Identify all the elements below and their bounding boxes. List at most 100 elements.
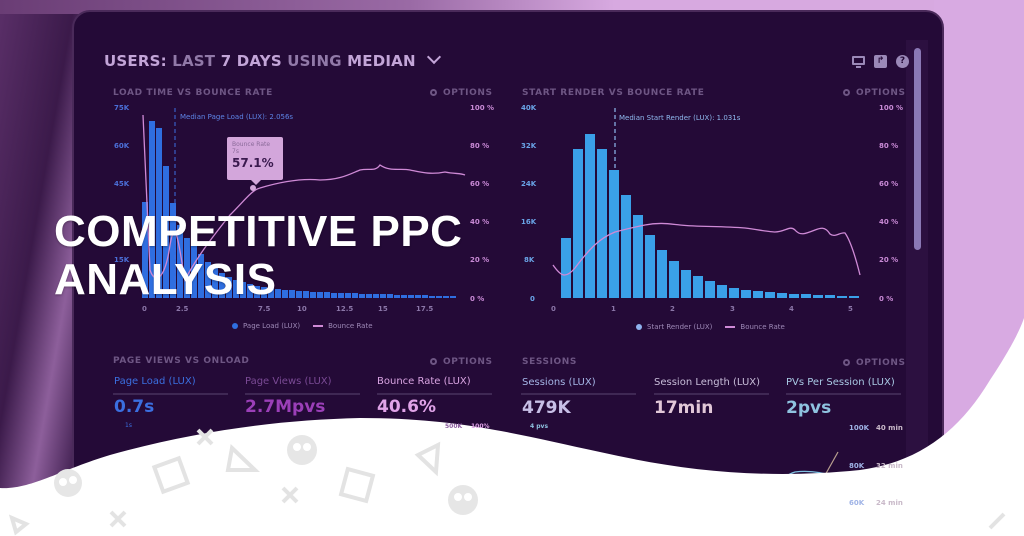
y2-tick: 0 % [879,295,894,303]
y-tick: 75K [114,104,130,112]
gear-icon [843,359,850,366]
help-icon[interactable]: ? [896,55,909,68]
y-tick: 40K [521,104,537,112]
y-tick: 32K [521,142,537,150]
kpi-label-sessions: Sessions (LUX) [522,377,596,388]
tooltip-label: Bounce Rate [232,141,271,148]
y-tick: 15K [114,256,130,264]
banner-title: COMPETITIVE PPC ANALYSIS [54,208,462,304]
legend-series1[interactable]: Page Load (LUX) [243,322,301,330]
y2-tick: 24 min [876,499,903,507]
header-metric-dropdown[interactable]: MEDIAN [347,52,416,70]
y2-tick: 40 min [876,424,903,432]
options-label: OPTIONS [443,357,493,367]
toolbar-icons: ↱ ? [852,55,909,68]
gear-icon [843,89,850,96]
kpi-value-sessions: 479K [522,398,571,418]
chart-tooltip: Bounce Rate 7s 57.1% [227,137,283,185]
kpi-value-page-load: 0.7s [114,397,155,417]
legend-dot-icon [232,323,238,329]
x-tick: 7.5 [258,305,271,313]
legend-series2[interactable]: Bounce Rate [328,322,373,330]
x-tick: 12.5 [336,305,354,313]
gear-icon [430,89,437,96]
load-time-bars [142,121,456,298]
y2-tick: 20 % [879,256,899,264]
options-button-load-time[interactable]: OPTIONS [430,88,493,98]
options-button-sessions[interactable]: OPTIONS [843,358,906,368]
y-tick: 16K [521,218,537,226]
scroll-track [906,40,928,536]
mascot-icons [54,435,478,515]
y-tick: 45K [114,180,130,188]
options-button-page-views[interactable]: OPTIONS [430,357,493,367]
x-tick: 2.5 [176,305,189,313]
kpi-value-page-views: 2.7Mpvs [245,397,326,417]
tooltip-anchor-dot [250,185,256,191]
panel-title-start-render: START RENDER VS BOUNCE RATE [522,88,705,98]
y2-tick: 100 % [470,104,495,112]
x-tick: 0 [551,305,556,313]
legend-series1[interactable]: Start Render (LUX) [647,323,713,331]
share-icon[interactable]: ↱ [874,55,887,68]
header-prefix: USERS: [104,52,167,70]
y-tick: 80K [849,462,865,470]
y2-tick: 40 % [879,218,899,226]
x-tick: 0 [142,305,147,313]
kpi-label-pvs-per-session: PVs Per Session (LUX) [786,377,895,388]
panel-title-page-views: PAGE VIEWS VS ONLOAD [113,356,250,366]
header-using: USING [287,52,342,70]
legend-dot-icon [636,324,642,330]
x-tick: 1 [611,305,616,313]
y2-tick: 40 % [470,218,490,226]
panel-title-sessions: SESSIONS [522,357,578,367]
kpi-value-bounce-rate: 40.6% [377,397,436,417]
options-label: OPTIONS [856,358,906,368]
monitor-icon[interactable] [852,56,865,68]
y2-tick: 20 % [470,256,490,264]
decorative-shapes [8,428,1006,536]
scrollbar-thumb[interactable] [914,48,921,250]
y2-tick: 80 % [879,142,899,150]
x-tick: 5 [848,305,853,313]
y2-tick: 80 % [470,142,490,150]
x-tick: 15 [378,305,388,313]
banner-title-line2: ANALYSIS [54,255,277,304]
y-tick: 8K [524,256,535,264]
kpi-label-bounce-rate: Bounce Rate (LUX) [377,376,471,387]
axis-label: 1s [125,422,132,429]
options-button-start-render[interactable]: OPTIONS [843,88,906,98]
legend-line-icon [313,325,324,327]
bounce-rate-line-1 [142,114,466,282]
tooltip-x: 7s [232,148,239,155]
y-tick: 24K [521,180,537,188]
kpi-label-page-views: Page Views (LUX) [245,376,332,387]
gear-icon [430,358,437,365]
legend-line-icon [725,326,736,328]
tooltip-value: 57.1% [232,156,274,170]
axis-label: 500K [445,423,463,430]
dashboard-header[interactable]: USERS: LAST 7 DAYS USING MEDIAN [104,49,442,70]
legend-series2[interactable]: Bounce Rate [740,323,785,331]
x-tick: 2 [670,305,675,313]
kpi-value-pvs-per-session: 2pvs [786,398,832,418]
median-annotation: Median Page Load (LUX): 2.056s [180,113,294,121]
y2-tick: 100 % [879,104,904,112]
kpi-label-session-length: Session Length (LUX) [654,377,761,388]
y2-tick: 0 % [470,295,485,303]
y2-tick: 32 min [876,462,903,470]
options-label: OPTIONS [443,88,493,98]
y2-tick: 60 % [879,180,899,188]
header-days: 7 DAYS [220,52,282,70]
y-tick: 60K [114,142,130,150]
chart-legend: Page Load (LUX) Bounce Rate [232,322,373,330]
kpi-value-session-length: 17min [654,398,714,418]
y-tick: 0 [530,295,535,303]
y-tick: 60K [849,499,865,507]
banner-title-line1: COMPETITIVE PPC [54,207,463,256]
kpi-label-page-load: Page Load (LUX) [114,376,196,387]
median-annotation: Median Start Render (LUX): 1.031s [619,114,741,122]
start-render-bars [561,134,859,298]
bounce-rate-line-2 [552,222,861,276]
